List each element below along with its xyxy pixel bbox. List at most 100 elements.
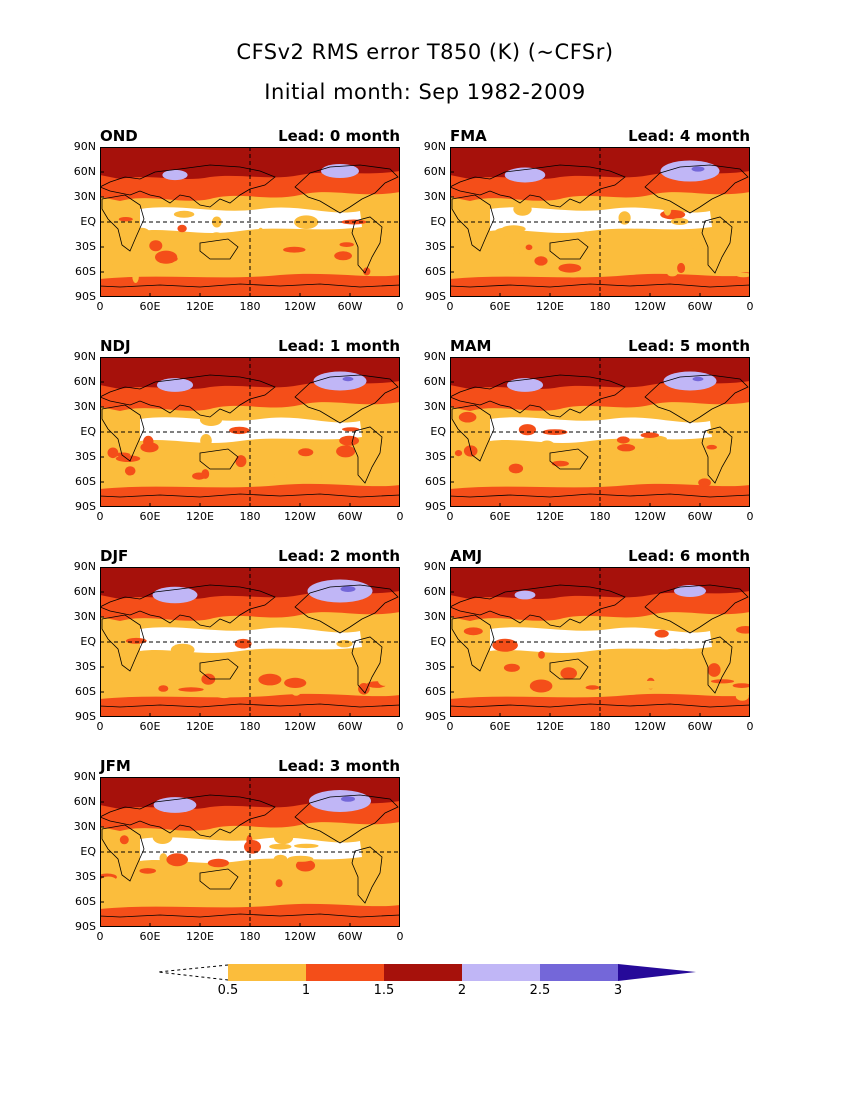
high-error-patch — [152, 586, 198, 604]
lon-label: 0 — [746, 720, 754, 733]
coastline — [199, 238, 239, 260]
error-blob — [317, 891, 342, 898]
lat-label: 90S — [425, 710, 446, 723]
rms-error-map — [450, 357, 750, 507]
error-blob — [139, 868, 156, 874]
lon-label: 180 — [589, 510, 611, 523]
lat-label: 60N — [73, 795, 96, 808]
error-blob — [358, 683, 370, 695]
coastline — [100, 374, 276, 418]
error-blob — [508, 463, 524, 474]
lat-label: 30N — [73, 610, 96, 623]
lon-label: 120W — [634, 720, 666, 733]
error-blob — [690, 239, 704, 244]
lon-label: 0 — [96, 300, 104, 313]
error-blob — [118, 217, 133, 222]
error-blob — [166, 853, 188, 867]
error-blob — [132, 269, 139, 283]
lat-label: 60N — [423, 375, 446, 388]
southern-ocean-error-band — [450, 483, 750, 507]
coastline — [101, 404, 145, 462]
southern-ocean-error-band — [100, 903, 400, 927]
error-blob — [710, 679, 735, 684]
lon-label: 60W — [337, 300, 363, 313]
lon-label: 120E — [536, 300, 564, 313]
error-blob — [201, 673, 216, 685]
error-blob — [513, 202, 532, 216]
lat-label: 30N — [423, 610, 446, 623]
error-blob — [209, 232, 224, 245]
lon-label: 60E — [139, 720, 161, 733]
error-blob — [107, 447, 119, 459]
coastline — [100, 703, 400, 717]
error-blob — [158, 440, 169, 452]
colorbar-segment — [306, 964, 384, 981]
error-blob — [214, 688, 235, 699]
error-blob — [621, 661, 637, 675]
very-high-error-patch — [342, 376, 354, 382]
error-blob — [654, 629, 669, 638]
error-blob — [258, 673, 282, 686]
southern-ocean-error-band — [450, 693, 750, 717]
error-blob — [334, 251, 352, 261]
error-blob — [689, 244, 711, 250]
very-high-error-patch — [691, 166, 705, 172]
coastline — [451, 194, 495, 252]
error-blob — [729, 440, 739, 446]
high-error-patch — [663, 371, 717, 391]
colorbar-tick-label: 0.5 — [217, 983, 239, 998]
lat-label: 60N — [73, 165, 96, 178]
lat-label: EQ — [430, 635, 446, 648]
error-blob — [336, 445, 356, 458]
colorbar-tick-label: 1.5 — [373, 983, 395, 998]
error-blob — [169, 256, 178, 262]
lon-label: 0 — [396, 300, 404, 313]
error-blob — [115, 455, 141, 462]
error-blob — [284, 677, 307, 688]
colorbar-segment — [540, 964, 618, 981]
error-blob — [617, 444, 636, 452]
lat-label: EQ — [80, 635, 96, 648]
error-blob — [518, 424, 536, 436]
high-error-patch — [674, 585, 706, 597]
rms-error-map — [450, 147, 750, 297]
lat-label: 90S — [75, 920, 96, 933]
lat-label: 90S — [425, 290, 446, 303]
figure-title: CFSv2 RMS error T850 (K) (~CFSr) — [236, 40, 614, 64]
error-blob — [677, 262, 686, 274]
lat-label: 90N — [73, 560, 96, 573]
error-blob — [525, 244, 533, 251]
colorbar-segment — [228, 964, 306, 981]
colorbar-segment — [462, 964, 540, 981]
error-blob — [274, 831, 294, 845]
figure-subtitle: Initial month: Sep 1982-2009 — [264, 80, 586, 104]
lon-label: 0 — [96, 720, 104, 733]
lon-label: 60W — [687, 510, 713, 523]
error-blob — [534, 256, 548, 266]
panel-season-label: DJF — [100, 547, 129, 565]
lon-label: 60E — [489, 510, 511, 523]
lon-label: 120E — [186, 720, 214, 733]
error-blob — [100, 876, 118, 887]
lon-label: 0 — [746, 300, 754, 313]
colorbar-tick-label: 3 — [613, 983, 623, 998]
error-blob — [146, 893, 154, 902]
error-blob — [507, 238, 520, 249]
error-blob — [736, 272, 750, 278]
southern-ocean-error-band — [100, 273, 400, 297]
coastline — [100, 164, 276, 208]
lat-label: 60N — [423, 585, 446, 598]
lat-label: 90N — [73, 770, 96, 783]
error-blob — [165, 234, 172, 242]
error-blob — [273, 854, 288, 864]
lon-label: 0 — [396, 720, 404, 733]
southern-ocean-error-band — [450, 273, 750, 297]
error-blob — [199, 414, 223, 426]
coastline — [100, 493, 400, 507]
lon-label: 180 — [239, 930, 261, 943]
error-blob — [670, 218, 689, 225]
error-blob — [339, 435, 359, 446]
southern-ocean-error-band — [100, 483, 400, 507]
error-blob — [330, 258, 339, 267]
panel-season-label: AMJ — [450, 547, 483, 565]
